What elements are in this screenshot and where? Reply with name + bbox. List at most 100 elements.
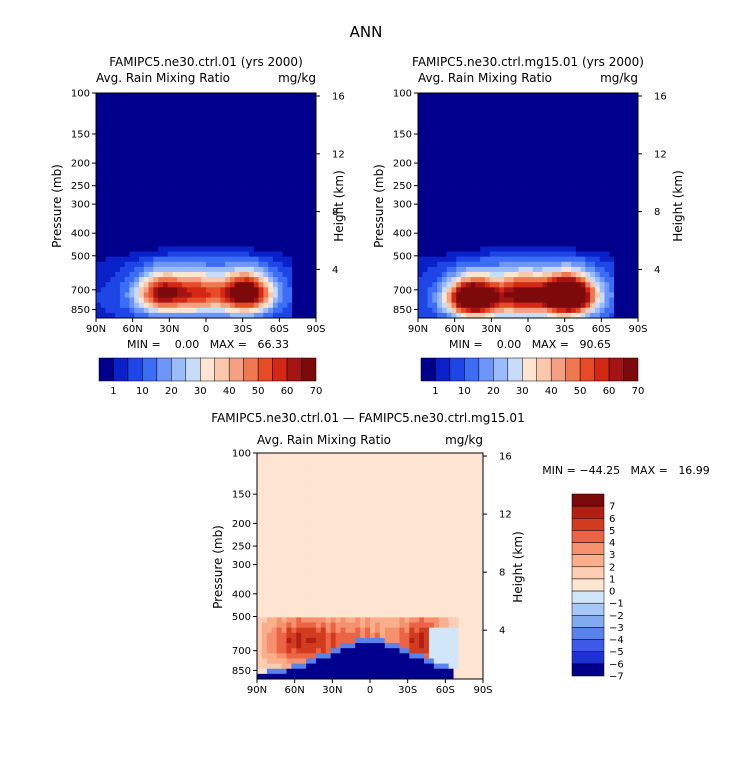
field-cell [201, 133, 207, 140]
field-cell [599, 271, 605, 278]
field-cell [206, 154, 212, 160]
field-cell [301, 627, 307, 634]
field-cell [257, 663, 263, 670]
field-cell [590, 312, 596, 319]
field-cell [441, 139, 448, 145]
field-cell [100, 113, 106, 119]
field-cell [456, 251, 462, 258]
field-cell [599, 123, 605, 130]
field-cell [148, 282, 154, 288]
field-cell [494, 277, 500, 283]
field-cell [105, 205, 111, 212]
field-cell [340, 653, 346, 659]
field-cell [461, 215, 467, 222]
field-cell [210, 149, 216, 155]
field-cell [575, 179, 582, 186]
field-cell [532, 133, 538, 140]
field-cell [590, 277, 596, 283]
field-cell [281, 524, 287, 531]
field-cell [276, 468, 282, 474]
field-cell [456, 215, 462, 222]
x-tick-label: 90N [86, 324, 106, 335]
field-cell [119, 113, 126, 119]
field-cell [470, 200, 476, 206]
field-cell [451, 261, 457, 268]
field-cell [484, 190, 491, 196]
field-cell [432, 307, 438, 314]
field-cell [465, 312, 472, 319]
field-cell [234, 246, 240, 252]
field-cell [186, 179, 193, 186]
field-cell [291, 483, 297, 490]
field-cell [547, 266, 553, 273]
field-cell [162, 246, 169, 252]
field-cell [282, 144, 288, 150]
panel-3-field [257, 453, 484, 680]
field-cell [580, 205, 586, 212]
field-cell [542, 225, 548, 232]
field-cell [172, 103, 178, 109]
field-cell [518, 292, 524, 298]
field-cell [292, 236, 298, 242]
field-cell [167, 118, 173, 125]
field-cell [215, 128, 221, 135]
field-cell [614, 113, 620, 119]
field-cell [162, 179, 169, 186]
field-cell [291, 607, 297, 613]
field-cell [494, 179, 500, 186]
field-cell [292, 241, 298, 247]
field-cell [633, 225, 639, 232]
field-cell [167, 144, 173, 150]
field-cell [306, 545, 312, 551]
field-cell [571, 210, 577, 217]
field-cell [320, 627, 327, 634]
field-cell [258, 118, 264, 125]
field-cell [272, 236, 279, 242]
field-cell [432, 144, 438, 150]
field-cell [451, 185, 457, 191]
field-cell [475, 282, 481, 288]
field-cell [330, 668, 337, 675]
field-cell [266, 591, 273, 598]
field-cell [551, 297, 558, 304]
field-cell [306, 205, 312, 212]
field-cell [282, 103, 288, 109]
field-cell [191, 266, 197, 273]
y2-tick-label: 16 [332, 92, 345, 103]
field-cell [129, 200, 135, 206]
field-cell [437, 297, 443, 304]
field-cell [268, 205, 274, 212]
field-cell [206, 108, 212, 114]
field-cell [427, 195, 433, 201]
field-cell [162, 231, 169, 237]
field-cell [119, 169, 126, 176]
field-cell [249, 159, 255, 165]
field-cell [594, 236, 601, 242]
field-cell [167, 133, 173, 140]
field-cell [306, 261, 312, 268]
field-cell [172, 282, 178, 288]
field-cell [139, 139, 145, 145]
field-cell [513, 297, 519, 304]
field-cell [268, 312, 274, 319]
field-cell [105, 251, 111, 258]
field-cell [225, 133, 231, 140]
field-cell [266, 530, 273, 536]
field-cell [599, 195, 605, 201]
field-cell [177, 139, 183, 145]
field-cell [580, 246, 586, 252]
field-cell [148, 246, 154, 252]
field-cell [119, 164, 126, 171]
field-cell [311, 453, 317, 459]
field-cell [609, 297, 615, 304]
field-cell [422, 220, 428, 227]
field-cell [623, 123, 629, 130]
field-cell [513, 164, 519, 171]
field-cell [258, 185, 264, 191]
field-cell [465, 205, 472, 212]
field-cell [542, 149, 548, 155]
field-cell [571, 225, 577, 232]
field-cell [281, 566, 287, 572]
field-cell [281, 468, 287, 474]
field-cell [480, 210, 486, 217]
